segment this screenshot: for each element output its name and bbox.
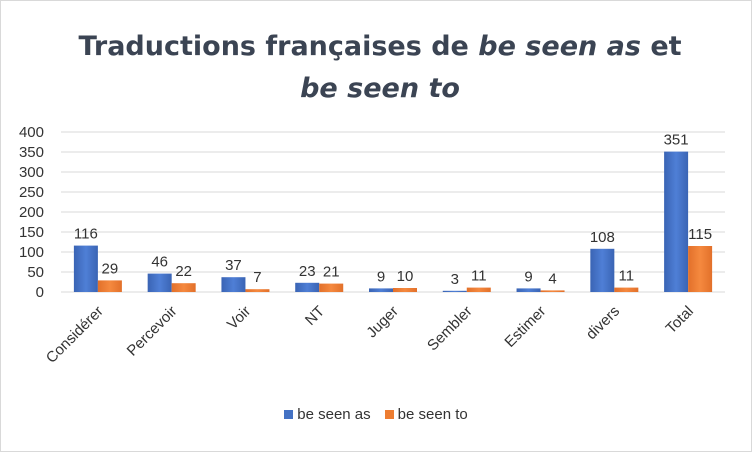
data-label: 11 [619,268,635,285]
x-tick-label: Juger [363,303,402,342]
bar-be-seen-as [73,245,98,292]
y-tick-label: 0 [36,284,44,301]
data-label: 108 [590,229,615,246]
bar-be-seen-to [319,283,344,292]
legend-item: be seen to [384,406,468,423]
data-label: 21 [323,264,340,281]
bar-be-seen-as [516,288,541,292]
bar-be-seen-to [245,289,270,292]
bar-be-seen-as [147,273,172,292]
data-label: 9 [524,268,532,285]
bar-be-seen-to [97,280,122,292]
legend-item: be seen as [284,406,371,423]
x-tick-label: Considérer [43,303,107,367]
data-label: 11 [471,268,487,285]
title-part: et [640,31,682,62]
data-label: 23 [299,263,316,280]
bar-be-seen-to [466,287,491,292]
data-label: 351 [664,132,689,149]
bar-be-seen-to [540,290,565,292]
bar-be-seen-as [590,248,615,292]
legend-swatch-blue [284,410,294,419]
data-label: 7 [253,269,261,286]
y-tick-label: 100 [19,244,44,261]
x-tick-label: NT [302,303,328,329]
data-label: 3 [451,271,459,288]
title-part: be seen to [300,73,460,104]
x-tick-label: Sembler [424,303,476,355]
legend-label: be seen to [397,406,468,423]
data-label: 4 [548,270,556,287]
bar-be-seen-to [393,288,417,292]
bar-be-seen-to [171,283,196,292]
chart-legend: be seen as be seen to [0,406,752,423]
bar-be-seen-to [688,246,713,292]
y-tick-label: 350 [19,144,44,161]
x-tick-label: divers [583,303,623,343]
data-label: 29 [102,260,119,277]
data-label: 10 [397,268,414,285]
data-label: 115 [688,226,712,243]
y-tick-label: 150 [19,224,44,241]
x-tick-label: Estimer [501,303,549,351]
y-tick-label: 250 [19,184,44,201]
bar-be-seen-as [369,288,393,292]
y-tick-label: 300 [19,164,44,181]
y-tick-label: 50 [27,264,44,281]
legend-swatch-orange [384,410,394,419]
data-label: 37 [225,257,242,274]
bar-be-seen-as [442,290,467,292]
y-tick-label: 200 [19,204,44,221]
y-tick-label: 400 [19,124,44,141]
data-label: 9 [377,268,385,285]
x-tick-label: Voir [224,303,254,333]
bar-be-seen-as [221,277,246,292]
x-tick-label: Percevoir [124,303,181,360]
title-part: be seen as [478,31,641,62]
x-tick-label: Total [663,303,697,337]
data-label: 116 [74,226,98,243]
bar-be-seen-as [295,282,320,292]
legend-label: be seen as [297,406,371,423]
title-part: Traductions françaises de [78,31,479,62]
chart-title: Traductions françaises de be seen as et … [60,26,700,110]
data-label: 22 [175,263,192,280]
data-label: 46 [151,254,168,271]
bar-be-seen-as [664,151,689,292]
bar-be-seen-to [614,287,639,292]
